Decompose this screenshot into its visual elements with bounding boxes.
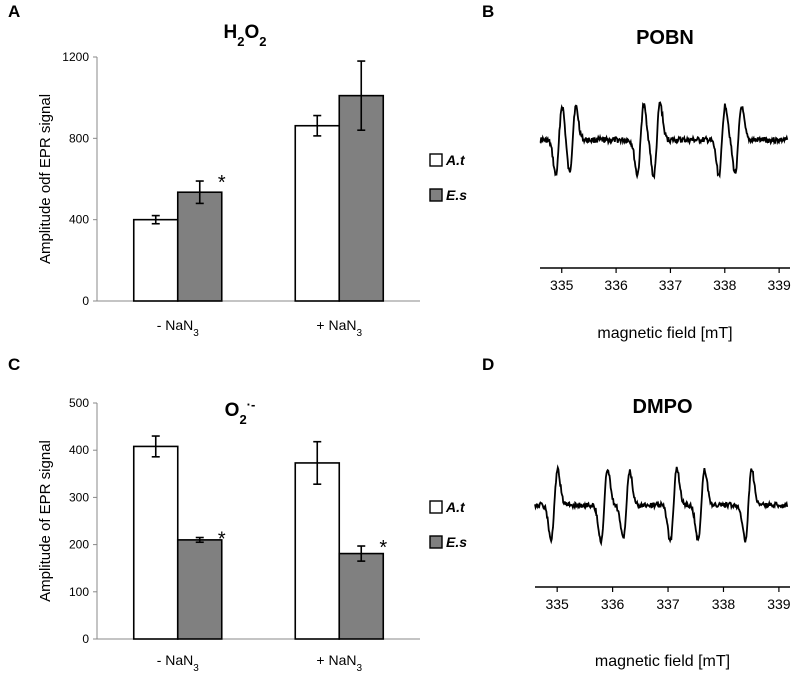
panel-letter-c: C bbox=[8, 355, 20, 374]
x-tick-label: 339 bbox=[767, 277, 791, 293]
bar-E.s-0 bbox=[176, 191, 223, 302]
category-label: + NaN3 bbox=[316, 652, 362, 674]
significance-star: * bbox=[379, 537, 387, 559]
chart-title: H2O2 bbox=[224, 22, 267, 49]
y-tick-label: 400 bbox=[69, 443, 89, 457]
panel-letter-b: B bbox=[482, 2, 494, 21]
y-tick-label: 200 bbox=[69, 538, 89, 552]
spectrum-title: POBN bbox=[636, 27, 694, 49]
spectrum-D: 335 336 337 338 339 magnetic field [mT] DMPO bbox=[534, 396, 791, 670]
x-axis-title: magnetic field [mT] bbox=[597, 325, 732, 342]
epr-trace bbox=[539, 101, 789, 180]
legend-swatch bbox=[429, 500, 443, 514]
significance-star: * bbox=[218, 172, 226, 194]
legend-label: A.t bbox=[445, 499, 466, 515]
category-label: - NaN3 bbox=[157, 317, 200, 339]
legend-label: A.t bbox=[445, 152, 466, 168]
legend-swatch bbox=[429, 153, 443, 167]
x-tick-label: 338 bbox=[712, 596, 736, 612]
bar-A.t-1 bbox=[294, 462, 341, 640]
x-tick-label: 335 bbox=[550, 277, 574, 293]
y-axis-title: Amplitude of EPR signal bbox=[37, 440, 54, 602]
x-tick-label: 335 bbox=[545, 596, 569, 612]
bar-A.t-0 bbox=[132, 218, 179, 302]
y-tick-label: 300 bbox=[69, 490, 89, 504]
spectrum-title: DMPO bbox=[633, 396, 693, 418]
y-tick-label: 800 bbox=[69, 131, 89, 145]
significance-star: * bbox=[218, 529, 226, 551]
y-tick-label: 0 bbox=[82, 294, 89, 308]
bar-A.t-1 bbox=[294, 124, 341, 302]
y-tick-label: 100 bbox=[69, 585, 89, 599]
category-label: + NaN3 bbox=[316, 317, 362, 339]
legend-swatch bbox=[429, 535, 443, 549]
x-tick-label: 337 bbox=[656, 596, 680, 612]
chart-title: O2·- bbox=[225, 397, 256, 427]
bar-E.s-0 bbox=[176, 539, 223, 640]
x-tick-label: 336 bbox=[604, 277, 628, 293]
bar-A.t-0 bbox=[132, 445, 179, 640]
legend-swatch bbox=[429, 188, 443, 202]
x-axis-title: magnetic field [mT] bbox=[595, 653, 730, 670]
bar-E.s-1 bbox=[338, 552, 385, 640]
bar-chart-A: 0 400 800 1200 Amplitude odf EPR signal * A.t E… bbox=[37, 22, 467, 308]
panel-letter-a: A bbox=[8, 2, 20, 21]
x-tick-label: 336 bbox=[601, 596, 625, 612]
y-tick-label: 0 bbox=[82, 632, 89, 646]
x-tick-label: 338 bbox=[713, 277, 737, 293]
y-tick-label: 400 bbox=[69, 213, 89, 227]
category-label: - NaN3 bbox=[157, 652, 200, 674]
epr-trace bbox=[534, 464, 789, 547]
y-axis-title: Amplitude odf EPR signal bbox=[37, 94, 54, 264]
spectrum-B: 335 336 337 338 339 magnetic field [mT] POBN bbox=[539, 27, 791, 342]
x-tick-label: 337 bbox=[659, 277, 683, 293]
x-tick-label: 339 bbox=[767, 596, 791, 612]
legend-label: E.s bbox=[446, 187, 467, 203]
bar-chart-C: 0 100 200 300 400 500 Amplitude of EPR signal *… bbox=[37, 396, 467, 646]
legend-label: E.s bbox=[446, 534, 467, 550]
panel-letter-d: D bbox=[482, 355, 494, 374]
y-tick-label: 500 bbox=[69, 396, 89, 410]
y-tick-label: 1200 bbox=[62, 50, 89, 64]
